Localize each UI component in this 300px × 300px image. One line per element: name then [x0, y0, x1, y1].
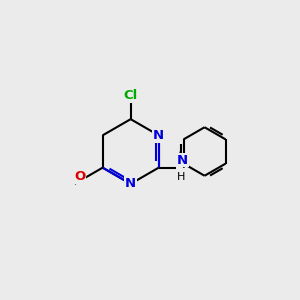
Text: H: H [177, 172, 185, 182]
Text: N: N [125, 177, 136, 190]
Text: N: N [177, 154, 188, 166]
Text: N: N [153, 129, 164, 142]
Text: O: O [74, 170, 85, 183]
Text: Cl: Cl [124, 88, 138, 102]
